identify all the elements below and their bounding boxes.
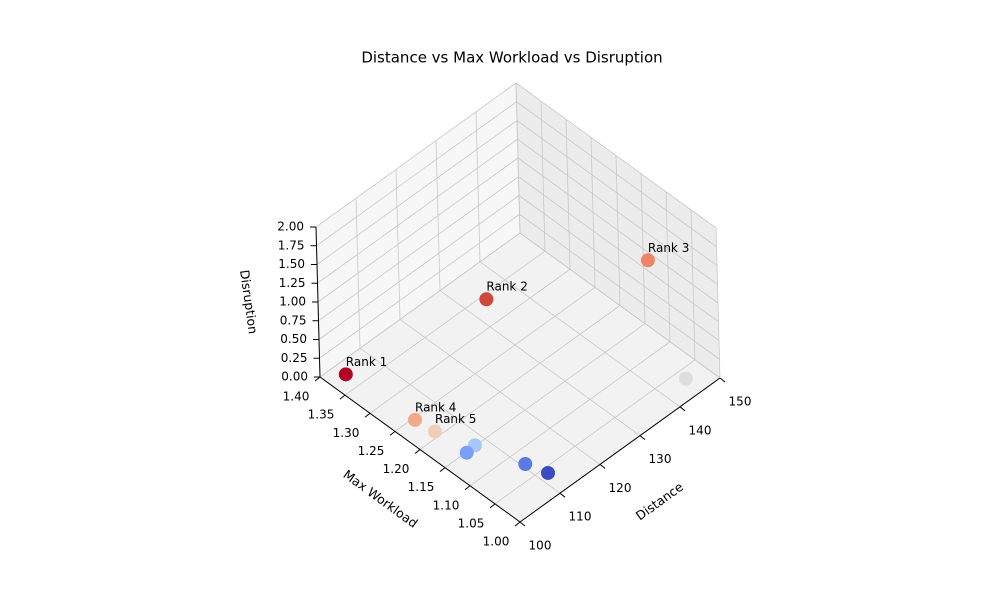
grid-line [516, 101, 717, 248]
x-tick-label: 130 [649, 452, 672, 466]
point-label: Rank 5 [435, 412, 476, 426]
grid-line [316, 101, 517, 247]
tick-mark [559, 492, 566, 498]
y-tick-label: 1.40 [283, 390, 310, 404]
grid-line [319, 232, 521, 378]
x-axis-label: Distance [633, 479, 686, 523]
tick-mark [639, 435, 646, 440]
point-label: Rank 3 [648, 241, 689, 255]
tick-mark [414, 449, 421, 454]
point [459, 445, 474, 460]
grid-line [344, 250, 546, 396]
tick-mark [339, 394, 346, 400]
z-tick-label: 0.00 [281, 370, 308, 384]
grid-line [318, 176, 519, 322]
y-tick-label: 1.00 [483, 535, 510, 549]
grid-line [315, 82, 517, 228]
grid-line [517, 157, 719, 304]
point-label: Rank 2 [486, 280, 527, 294]
grid-line [319, 213, 520, 359]
point [678, 371, 693, 386]
point [479, 292, 494, 307]
z-axis-line [315, 226, 321, 378]
grid-line [394, 287, 596, 432]
z-tick-label: 0.50 [280, 332, 307, 346]
grid-line [516, 120, 718, 266]
x-tick-label: 120 [609, 481, 632, 495]
grid-line [317, 157, 519, 303]
tick-mark [719, 377, 726, 383]
z-tick-label: 0.75 [280, 313, 307, 327]
grid-line [316, 120, 518, 265]
z-tick-label: 2.00 [277, 220, 304, 234]
y-tick-label: 1.15 [408, 480, 435, 494]
y-tick-label: 1.30 [333, 426, 360, 440]
z-tick-label: 1.75 [278, 238, 305, 252]
tick-mark [464, 485, 471, 491]
grid-line [419, 305, 621, 450]
x-tick-label: 150 [729, 395, 752, 409]
tick-mark [514, 521, 521, 527]
grid-line [494, 359, 696, 505]
z-tick-label: 1.25 [279, 276, 306, 290]
tick-mark [519, 521, 526, 527]
tick-mark [679, 406, 686, 412]
y-tick-label: 1.20 [383, 462, 410, 476]
grid-line [515, 82, 717, 229]
z-axis-label: Disruption [237, 269, 261, 335]
point [428, 424, 442, 439]
x-tick-label: 100 [529, 539, 552, 553]
y-tick-label: 1.10 [433, 498, 460, 512]
tick-mark [439, 467, 446, 473]
z-tick-label: 1.50 [278, 257, 305, 271]
z-tick-label: 0.25 [281, 351, 308, 365]
grid-line [519, 232, 721, 379]
grid-line [369, 268, 571, 414]
tick-mark [314, 376, 321, 382]
tick-mark [364, 412, 371, 418]
x-tick-label: 110 [569, 510, 592, 524]
y-tick-label: 1.35 [308, 408, 335, 422]
grid-line [518, 176, 719, 323]
z-tick-label: 1.00 [279, 295, 306, 309]
tick-mark [599, 464, 606, 469]
y-tick-label: 1.05 [458, 516, 485, 530]
point [338, 367, 353, 382]
x-tick-label: 140 [689, 423, 712, 437]
point-label: Rank 4 [415, 400, 456, 414]
point [408, 412, 422, 427]
grid-line [519, 213, 720, 360]
point [640, 253, 655, 268]
grid-line [469, 341, 671, 487]
point-label: Rank 1 [346, 355, 387, 369]
y-axis-label: Max Workload [341, 467, 421, 531]
y-tick-label: 1.25 [358, 444, 385, 458]
tick-mark [389, 430, 396, 436]
grid-line [317, 138, 518, 284]
x-axis-line [519, 377, 721, 523]
grid-line [518, 195, 720, 341]
grid-line [517, 138, 718, 285]
chart-title: Distance vs Max Workload vs Disruption [361, 49, 662, 67]
point [541, 465, 555, 480]
grid-line [318, 195, 520, 340]
point [518, 456, 533, 471]
tick-mark [489, 503, 496, 509]
y-axis-line [319, 376, 521, 523]
